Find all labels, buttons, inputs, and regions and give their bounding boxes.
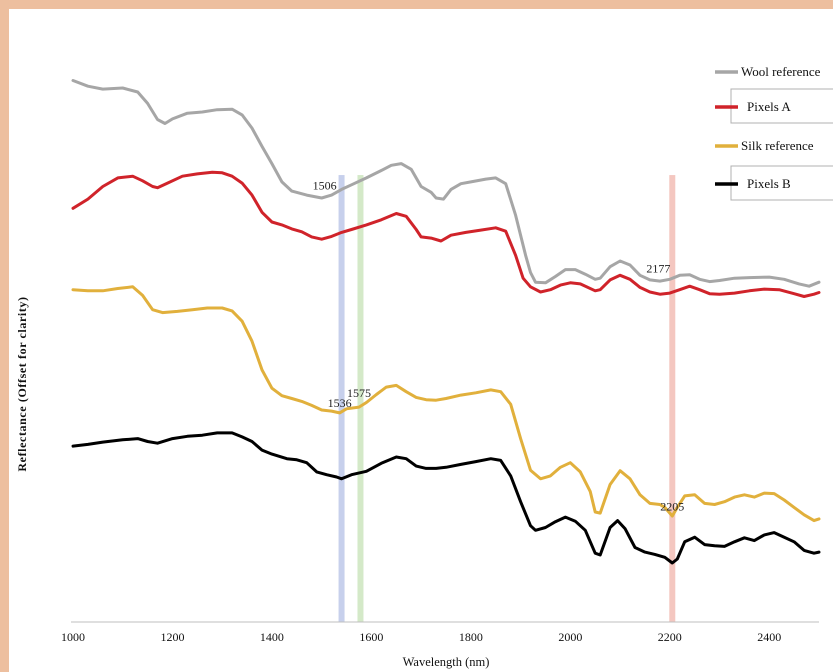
chart-frame: 1000 1200 1400 1600 1800 2000 2200 2400 1506 217…	[9, 9, 833, 672]
x-tick-labels: 1000 1200 1400 1600 1800 2000 2200 2400	[61, 630, 781, 644]
highlight-band-2205	[669, 175, 676, 622]
legend: Wool reference Pixels A Silk reference Pixe…	[715, 64, 833, 201]
legend-label-pixels-a: Pixels A	[747, 99, 791, 114]
legend-label-silk-reference: Silk reference	[741, 138, 814, 153]
x-tick-label: 1400	[260, 630, 284, 644]
legend-label-pixels-b: Pixels B	[747, 176, 791, 191]
annotation-2177: 2177	[646, 261, 670, 275]
x-axis-label: Wavelength (nm)	[403, 655, 490, 669]
highlight-bands	[338, 175, 676, 622]
series-line-wool-reference	[71, 79, 821, 288]
highlight-band-1578	[357, 175, 364, 622]
series-lines	[71, 79, 821, 565]
annotation-2205: 2205	[660, 499, 684, 513]
x-tick-label: 2400	[757, 630, 781, 644]
y-axis-label: Reflectance (Offset for clarity)	[15, 296, 29, 471]
legend-label-wool-reference: Wool reference	[741, 64, 821, 79]
series-line-pixels-b	[71, 431, 821, 565]
legend-box-pixels-a	[730, 88, 833, 124]
x-tick-label: 2200	[658, 630, 682, 644]
legend-box-pixels-b	[730, 165, 833, 201]
x-tick-label: 1200	[160, 630, 184, 644]
annotation-1506: 1506	[313, 178, 337, 192]
annotation-1536: 1536	[328, 396, 352, 410]
reflectance-chart: 1000 1200 1400 1600 1800 2000 2200 2400 1506 217…	[15, 64, 833, 669]
x-tick-label: 1000	[61, 630, 85, 644]
highlight-band-1540	[338, 175, 345, 622]
series-line-pixels-a	[71, 170, 821, 298]
x-tick-label: 2000	[558, 630, 582, 644]
series-line-silk-reference	[71, 285, 821, 523]
x-tick-label: 1800	[459, 630, 483, 644]
x-tick-label: 1600	[359, 630, 383, 644]
annotation-1575: 1575	[347, 386, 371, 400]
